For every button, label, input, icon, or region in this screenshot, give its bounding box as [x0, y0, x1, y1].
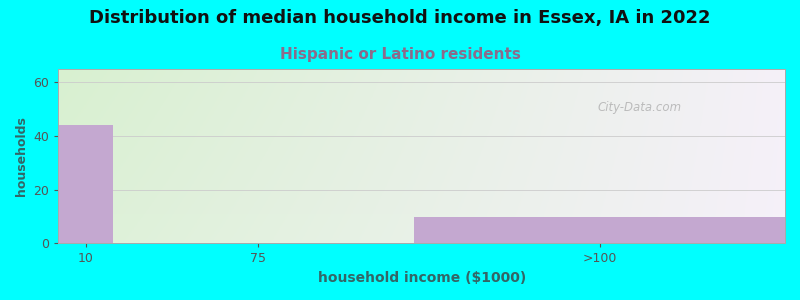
- Text: Hispanic or Latino residents: Hispanic or Latino residents: [279, 46, 521, 62]
- Y-axis label: households: households: [15, 116, 28, 196]
- Bar: [414, 217, 785, 243]
- Bar: [58, 125, 113, 243]
- X-axis label: household income ($1000): household income ($1000): [318, 271, 526, 285]
- Text: City-Data.com: City-Data.com: [598, 101, 682, 114]
- Text: Distribution of median household income in Essex, IA in 2022: Distribution of median household income …: [90, 9, 710, 27]
